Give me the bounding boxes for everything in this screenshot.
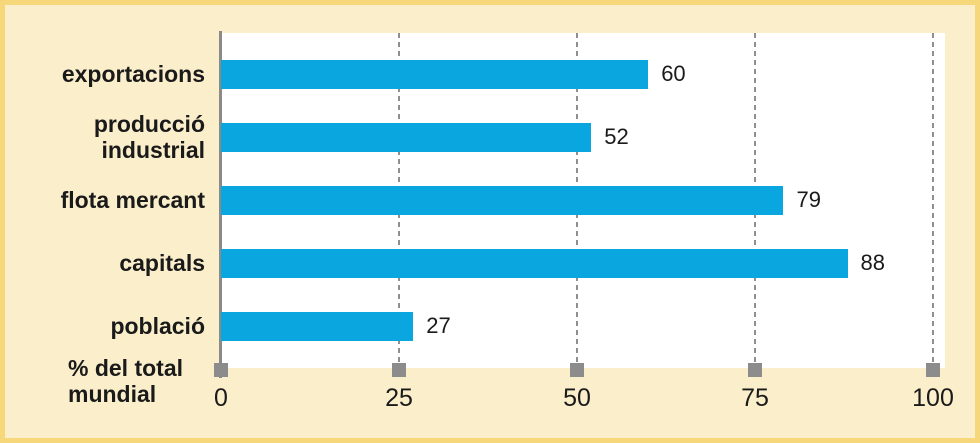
bar: [221, 311, 414, 341]
bar: [221, 248, 848, 278]
x-tick-marker: [926, 363, 940, 377]
category-label-line: producció: [93, 111, 205, 137]
x-tick-marker: [748, 363, 762, 377]
bar-value-label: 52: [604, 124, 629, 149]
x-tick-marker: [392, 363, 406, 377]
category-label-line: població: [110, 313, 205, 339]
bar: [221, 59, 649, 89]
bar-value-label: 27: [426, 313, 451, 338]
bar-value-label: 60: [661, 61, 686, 86]
x-axis-caption-line-1: % del total: [68, 355, 184, 381]
x-tick-marker: [570, 363, 584, 377]
x-tick-label: 25: [385, 384, 413, 412]
category-label-line: industrial: [101, 137, 205, 163]
bar: [221, 122, 592, 152]
x-tick-label: 100: [912, 384, 954, 412]
category-label-line: flota mercant: [60, 187, 205, 213]
x-tick-label: 0: [214, 384, 228, 412]
grid-line: [932, 33, 934, 368]
y-axis-line: [219, 31, 222, 378]
bar-value-label: 88: [860, 250, 886, 275]
category-label: producció industrial: [5, 111, 205, 163]
bar-value-label: 79: [796, 187, 821, 212]
x-axis-caption-line-2: mundial: [68, 381, 157, 407]
category-label: capitals: [5, 250, 205, 276]
category-label: població: [5, 313, 205, 339]
category-label: flota mercant: [5, 187, 205, 213]
x-axis-caption: % del total mundial: [68, 355, 183, 407]
x-tick-label: 50: [563, 384, 591, 412]
category-label: exportacions: [5, 61, 205, 87]
bar: [221, 185, 784, 215]
category-label-line: exportacions: [61, 61, 205, 87]
category-label-line: capitals: [119, 250, 205, 276]
x-tick-label: 75: [741, 384, 769, 412]
x-tick-marker: [214, 363, 228, 377]
